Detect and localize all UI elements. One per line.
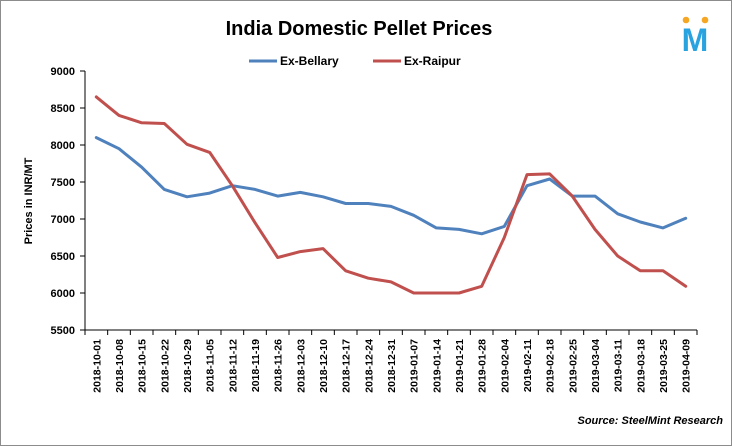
x-tick-label: 2018-10-15 xyxy=(137,339,149,393)
steelmint-m-logo: M xyxy=(682,16,709,58)
y-tick-label: 6000 xyxy=(51,288,75,300)
y-tick-label: 8500 xyxy=(51,103,75,115)
series-line-ex-raipur xyxy=(94,95,688,295)
y-axis-title: Prices in INR/MT xyxy=(23,157,35,244)
y-tick-label: 6500 xyxy=(51,251,75,263)
x-tick-label: 2019-01-21 xyxy=(454,339,466,393)
y-axis: 5500 6000 6500 7000 7500 8000 8500 9000 xyxy=(51,66,86,337)
x-tick-label: 2019-03-25 xyxy=(658,339,670,393)
y-tick-label: 8000 xyxy=(51,140,75,152)
x-axis: 2018-10-01 2018-10-08 2018-10-15 2018-10-22… xyxy=(84,329,698,393)
x-tick-label: 2018-10-22 xyxy=(159,339,171,393)
x-tick-label: 2018-10-08 xyxy=(114,339,126,393)
series-line-ex-bellary xyxy=(94,136,688,236)
source-note: Source: SteelMint Research xyxy=(578,415,724,427)
x-tick-label: 2018-12-10 xyxy=(318,339,330,393)
x-tick-label: 2018-11-05 xyxy=(205,339,217,392)
x-tick-label: 2018-12-31 xyxy=(386,339,398,393)
y-tick-label: 9000 xyxy=(51,66,75,78)
x-tick-label: 2018-11-12 xyxy=(227,339,239,392)
x-tick-label: 2019-03-11 xyxy=(613,339,625,392)
chart-title: India Domestic Pellet Prices xyxy=(226,18,493,40)
x-tick-label: 2019-01-07 xyxy=(409,339,421,393)
x-tick-label: 2019-01-14 xyxy=(431,339,443,393)
y-tick-label: 7000 xyxy=(51,214,75,226)
legend-label: Ex-Raipur xyxy=(404,54,461,68)
logo-dot-left xyxy=(682,16,690,24)
x-tick-label: 2019-03-04 xyxy=(590,339,602,393)
x-tick-label: 2018-12-24 xyxy=(363,339,375,393)
x-tick-label: 2019-02-25 xyxy=(567,339,579,393)
x-tick-label: 2019-01-28 xyxy=(477,339,489,393)
x-tick-label: 2019-04-09 xyxy=(681,339,693,393)
x-tick-label: 2018-10-29 xyxy=(182,339,194,393)
x-tick-label: 2019-02-11 xyxy=(522,339,534,392)
x-tick-label: 2019-03-18 xyxy=(635,339,647,393)
logo-letter: M xyxy=(682,22,709,58)
x-tick-label: 2018-11-26 xyxy=(273,339,285,392)
x-tick-label: 2018-12-03 xyxy=(295,339,307,393)
series-lines xyxy=(94,95,688,295)
x-tick-label: 2018-10-01 xyxy=(91,339,103,393)
x-tick-label: 2019-02-18 xyxy=(545,339,557,393)
chart-legend: Ex-Bellary Ex-Raipur xyxy=(249,54,461,68)
legend-label: Ex-Bellary xyxy=(280,54,339,68)
x-tick-label: 2018-11-19 xyxy=(250,339,262,392)
x-tick-label: 2019-02-04 xyxy=(499,339,511,393)
y-tick-label: 5500 xyxy=(51,325,75,337)
y-tick-label: 7500 xyxy=(51,177,75,189)
logo-dot-right xyxy=(701,16,709,24)
x-tick-label: 2018-12-17 xyxy=(341,339,353,393)
